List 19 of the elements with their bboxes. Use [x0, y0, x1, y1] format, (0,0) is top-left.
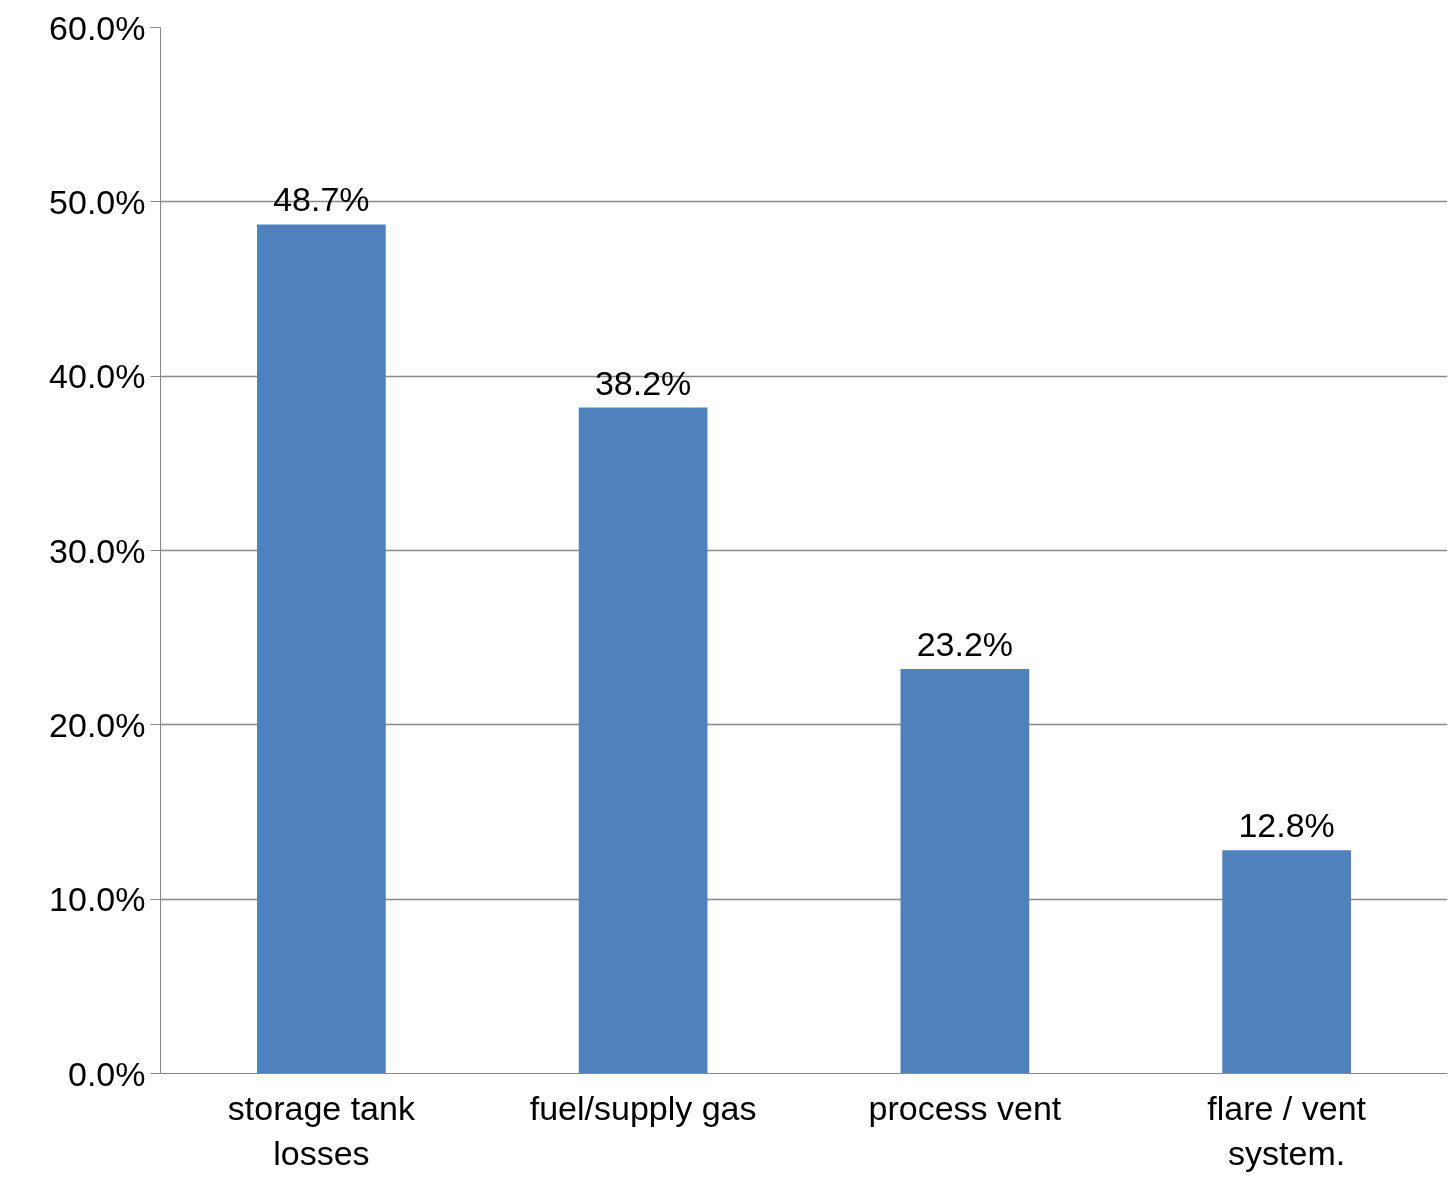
data-label: 12.8%	[1238, 806, 1335, 845]
data-label: 23.2%	[916, 625, 1014, 664]
y-tick-label: 10.0%	[49, 880, 146, 919]
data-label: 38.2%	[594, 363, 692, 402]
x-tick-label: flare / vent system.	[1207, 1088, 1367, 1173]
x-tick-label: process vent	[868, 1088, 1062, 1127]
bar	[900, 669, 1030, 1074]
y-tick-label: 0.0%	[68, 1054, 146, 1093]
y-tick-label: 60.0%	[49, 8, 146, 47]
bar	[257, 224, 386, 1074]
y-tick-label: 20.0%	[49, 705, 146, 744]
x-tick-label: fuel/supply gas	[529, 1088, 757, 1127]
data-label: 48.7%	[273, 180, 370, 219]
y-tick-label: 30.0%	[49, 531, 146, 570]
y-tick-label: 50.0%	[49, 182, 146, 221]
y-tick-label: 40.0%	[49, 357, 146, 396]
bar	[1222, 850, 1351, 1074]
bar	[578, 407, 708, 1074]
x-tick-label: storage tank losses	[227, 1088, 416, 1173]
